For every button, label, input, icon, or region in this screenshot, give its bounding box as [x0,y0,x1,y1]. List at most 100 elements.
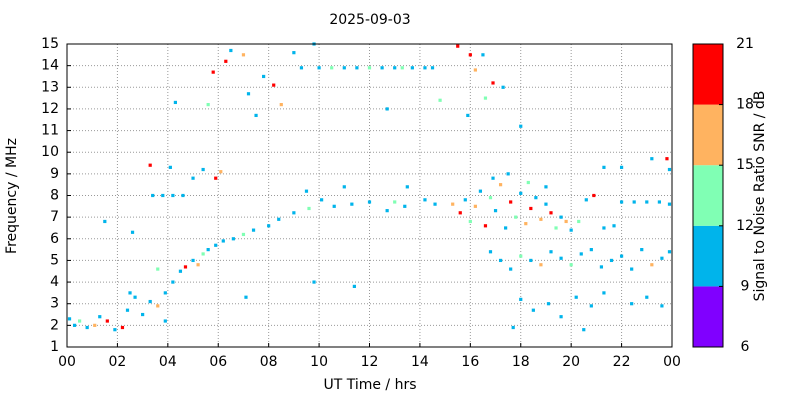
point [667,202,672,206]
point [559,315,563,319]
point [277,217,281,221]
x-tick-label: 14 [411,354,429,370]
point [171,193,175,198]
point [478,189,483,193]
point [171,280,175,284]
point [181,193,185,198]
point [463,198,467,202]
point [410,66,414,70]
point [206,103,210,107]
y-tick-label: 8 [50,188,59,204]
point [539,263,543,267]
point [214,176,218,180]
colorbar-segment [693,165,723,226]
point [438,98,442,102]
colorbar-tick-label: 9 [741,278,750,294]
point [483,96,488,100]
point [554,226,558,230]
point [619,254,624,258]
y-tick-label: 4 [50,274,59,290]
point [630,302,634,306]
point [529,206,533,211]
y-tick-label: 7 [50,209,59,225]
y-tick-label: 3 [50,296,59,312]
point [559,256,563,260]
point [660,304,664,308]
point [619,165,624,169]
point [312,280,316,284]
point [279,103,283,107]
point [148,163,152,167]
point [352,284,356,288]
colorbar-tick-label: 6 [741,339,750,355]
point [307,206,311,211]
point [342,185,346,189]
colorbar-segment [693,286,723,347]
y-axis-label: Frequency / MHz [4,138,20,254]
point [125,308,130,312]
y-tick-label: 10 [41,144,59,160]
point [78,319,82,323]
x-tick-label: 00 [58,354,76,370]
point [451,202,455,206]
point [609,258,614,263]
x-tick-label: 22 [613,354,631,370]
point [526,180,530,185]
point [529,258,533,263]
point [201,252,205,256]
point [430,66,435,70]
point [630,267,634,271]
point [173,100,177,105]
plot-frame [66,43,673,348]
point [405,185,409,189]
x-tick-label: 08 [260,354,278,370]
point [332,204,336,208]
point [544,185,548,189]
point [493,209,498,213]
point [130,230,135,234]
point [342,66,346,70]
x-tick-label: 20 [562,354,580,370]
x-tick-label: 10 [310,354,328,370]
point [355,66,359,70]
point [458,211,462,215]
colorbar-segment [693,225,723,287]
point [244,295,248,299]
x-tick-label: 16 [461,354,479,370]
point [569,228,573,232]
y-tick-label: 2 [50,317,59,333]
point [546,302,551,306]
colorbar-segment [693,104,723,166]
colorbar-frame [692,43,724,348]
point [559,215,563,219]
point [632,200,636,204]
point [299,66,304,70]
y-tick-label: 9 [50,166,59,182]
point [246,92,251,96]
point [519,297,523,301]
point [292,51,296,55]
point [400,66,404,70]
x-axis-label: UT Time / hrs [323,377,416,393]
point [163,291,167,295]
point [224,59,228,63]
point [599,265,604,269]
point [219,170,223,174]
point [156,304,160,308]
y-tick-label: 13 [41,79,59,95]
colorbar-tick-label: 18 [736,97,754,113]
point [241,232,246,237]
point [549,211,553,215]
y-tick-label: 12 [41,101,59,117]
point [584,198,588,202]
x-tick-label: 06 [209,354,227,370]
point [657,200,661,204]
point [393,66,397,70]
x-tick-label: 12 [361,354,379,370]
point [105,319,109,323]
point [163,319,167,323]
point [211,70,215,74]
point [667,167,672,172]
point [133,295,137,299]
